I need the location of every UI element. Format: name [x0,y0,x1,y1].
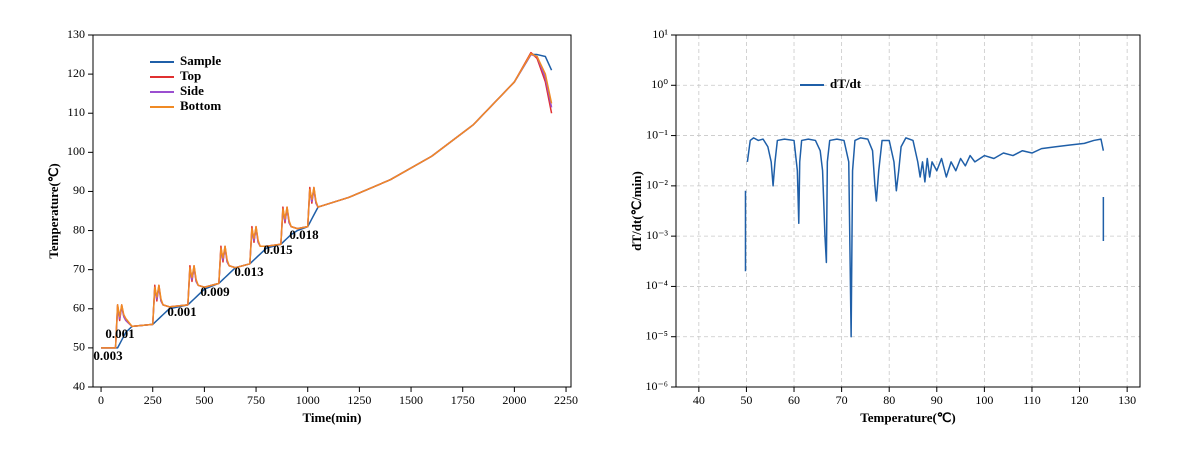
y-tick-label: 130 [67,27,85,41]
series-line [744,137,1105,338]
y-tick-label: 10⁻⁶ [645,379,668,393]
x-tick-label: 250 [144,393,162,407]
y-tick-label: 10⁻² [646,178,668,192]
annotation: 0.001 [167,304,196,319]
y-tick-label: 90 [73,183,85,197]
y-tick-label: 40 [73,379,85,393]
y-tick-label: 10⁻⁴ [645,278,668,292]
annotation: 0.009 [200,284,230,299]
annotation: 0.015 [263,242,293,257]
x-tick-label: 50 [740,393,752,407]
x-tick-label: 2000 [502,393,526,407]
y-tick-label: 120 [67,66,85,80]
annotation: 0.001 [105,326,134,341]
x-axis-label: Temperature(℃) [860,410,955,425]
chart: 40 50 60 70 80 90 100 110 120 130 0 250 500 750 1000 12… [46,27,578,425]
y-tick-label: 110 [67,105,85,119]
y-axis-label: dT/dt(℃/min) [629,171,644,251]
y-tick-label: 50 [73,340,85,354]
x-tick-label: 40 [693,393,705,407]
x-tick-label: 130 [1118,393,1136,407]
y-tick-label: 10⁻³ [646,228,668,242]
x-tick-label: 60 [788,393,800,407]
y-tick-label: 70 [73,261,85,275]
x-tick-label: 2250 [554,393,578,407]
legend-label: Side [180,83,204,98]
annotation: 0.013 [234,264,264,279]
x-tick-label: 500 [195,393,213,407]
plot-frame [675,34,1141,388]
legend-label: dT/dt [830,76,862,91]
y-tick-label: 100 [67,144,85,158]
y-axis-label: Temperature(℃) [46,163,61,258]
legend-label: Sample [180,53,221,68]
plot-frame [92,34,572,388]
x-tick-label: 1000 [296,393,320,407]
x-tick-label: 100 [975,393,993,407]
y-tick-label: 10⁻⁵ [645,328,668,342]
annotation: 0.018 [289,227,319,242]
x-tick-label: 750 [247,393,265,407]
y-tick-label: 10⁰ [651,77,668,91]
x-tick-label: 110 [1023,393,1041,407]
legend-label: Top [180,68,201,83]
x-tick-label: 90 [931,393,943,407]
legend-label: Bottom [180,98,221,113]
x-tick-label: 1250 [347,393,371,407]
x-tick-label: 70 [836,393,848,407]
y-tick-label: 60 [73,301,85,315]
y-tick-label: 80 [73,222,85,236]
x-tick-label: 0 [98,393,104,407]
x-tick-label: 1750 [451,393,475,407]
series-line [101,53,553,349]
x-tick-label: 120 [1071,393,1089,407]
x-tick-label: 1500 [399,393,423,407]
x-axis-label: Time(min) [303,410,362,425]
x-tick-label: 80 [883,393,895,407]
chart: 10⁻⁶ 10⁻⁵ 10⁻⁴ 10⁻³ 10⁻² 10⁻¹ 10⁰ 10¹ 40 50 60 70 80… [629,27,1141,425]
annotation: 0.003 [93,348,123,363]
y-tick-label: 10⁻¹ [646,127,668,141]
y-tick-label: 10¹ [652,27,668,41]
